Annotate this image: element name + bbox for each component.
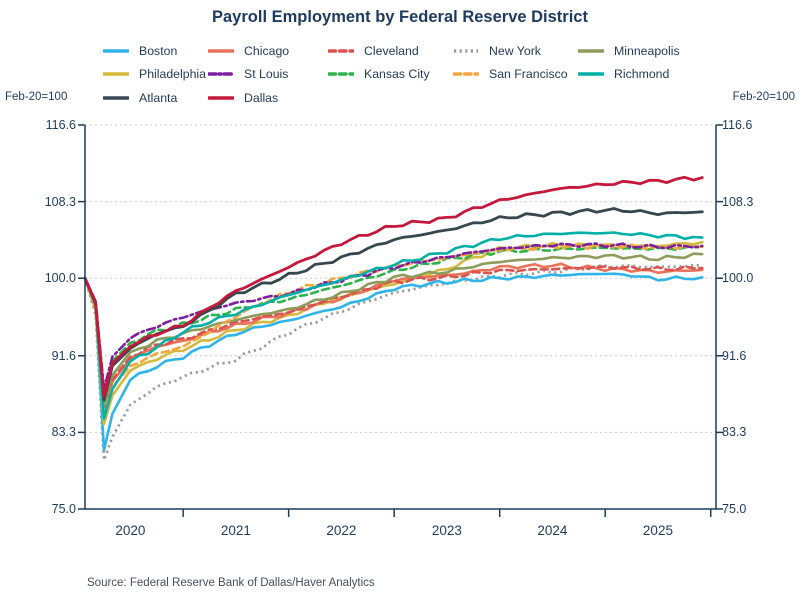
y-tick-label-right: 100.0 — [722, 271, 754, 286]
series-line-atlanta — [83, 207, 704, 402]
legend-item-chicago: Chicago — [208, 42, 289, 60]
series-line-cleveland — [83, 265, 704, 416]
legend-swatch-st-louis — [208, 72, 234, 76]
legend-label: San Francisco — [489, 67, 568, 81]
legend-label: New York — [489, 44, 541, 58]
legend-item-philadelphia: Philadelphia — [103, 65, 206, 83]
legend-label: Chicago — [244, 44, 290, 58]
series-line-dallas — [83, 175, 704, 398]
legend-swatch-richmond — [578, 72, 604, 76]
legend-label: Minneapolis — [614, 44, 680, 58]
legend-item-st-louis: St Louis — [208, 65, 288, 83]
legend-label: Richmond — [614, 67, 670, 81]
legend-label: Philadelphia — [139, 67, 207, 81]
legend-label: Boston — [139, 44, 178, 58]
legend-item-atlanta: Atlanta — [103, 89, 177, 107]
y-tick-label-left: 75.0 — [51, 502, 76, 516]
legend-swatch-kansas-city — [328, 72, 354, 76]
chart-title: Payroll Employment by Federal Reserve Di… — [212, 8, 588, 26]
x-tick-label-2023: 2023 — [431, 523, 462, 538]
x-tick-label-2021: 2021 — [220, 523, 251, 538]
y-tick-label-right: 75.0 — [722, 502, 747, 516]
series-line-new-york — [83, 263, 703, 462]
series-line-chicago — [83, 262, 704, 413]
y-tick-label-right: 83.3 — [722, 425, 747, 440]
legend-item-kansas-city: Kansas City — [328, 65, 430, 83]
legend-swatch-cleveland — [328, 49, 354, 53]
legend-item-cleveland: Cleveland — [328, 42, 419, 60]
series-line-kansas-city — [83, 245, 704, 395]
y-tick-label-left: 100.0 — [44, 271, 76, 286]
legend-swatch-san-francisco — [453, 72, 479, 76]
legend-swatch-boston — [103, 49, 129, 53]
legend-label: St Louis — [244, 67, 289, 81]
legend-swatch-chicago — [208, 49, 234, 53]
legend-item-minneapolis: Minneapolis — [578, 42, 680, 60]
y-tick-label-left: 108.3 — [44, 194, 76, 209]
legend-swatch-minneapolis — [578, 49, 604, 53]
legend-item-dallas: Dallas — [208, 89, 278, 107]
y-tick-label-left: 83.3 — [51, 425, 76, 440]
series-line-st-louis — [83, 242, 704, 391]
y-tick-label-left: 116.6 — [45, 118, 76, 132]
series-line-boston — [83, 272, 704, 452]
y-tick-label-right: 91.6 — [722, 348, 747, 363]
legend-swatch-new-york — [454, 49, 478, 53]
left-axis-unit-note: Feb-20=100 — [5, 91, 68, 103]
legend-label: Cleveland — [364, 44, 419, 58]
x-tick-label-2022: 2022 — [326, 523, 357, 538]
x-tick-label-2020: 2020 — [115, 523, 146, 538]
legend-label: Kansas City — [364, 67, 430, 81]
legend-label: Dallas — [244, 91, 279, 105]
x-tick-label-2025: 2025 — [642, 523, 673, 538]
legend-swatch-dallas — [208, 96, 234, 100]
legend-item-richmond: Richmond — [578, 65, 669, 83]
series-line-richmond — [83, 231, 704, 420]
legend: Boston Chicago Cleveland New York Minneapoli… — [103, 42, 763, 116]
legend-item-boston: Boston — [103, 42, 177, 60]
x-tick-label-2024: 2024 — [537, 523, 568, 538]
legend-swatch-philadelphia — [103, 72, 129, 76]
source-note: Source: Federal Reserve Bank of Dallas/H… — [87, 577, 375, 589]
y-tick-label-left: 91.6 — [51, 348, 76, 363]
legend-label: Atlanta — [139, 91, 178, 105]
series-line-minneapolis — [83, 252, 704, 407]
y-tick-label-right: 108.3 — [722, 194, 754, 209]
legend-item-new-york: New York — [453, 42, 541, 60]
legend-swatch-atlanta — [103, 96, 129, 100]
legend-item-san-francisco: San Francisco — [453, 65, 568, 83]
right-axis-unit-note: Feb-20=100 — [732, 91, 795, 103]
y-tick-label-right: 116.6 — [722, 118, 753, 132]
